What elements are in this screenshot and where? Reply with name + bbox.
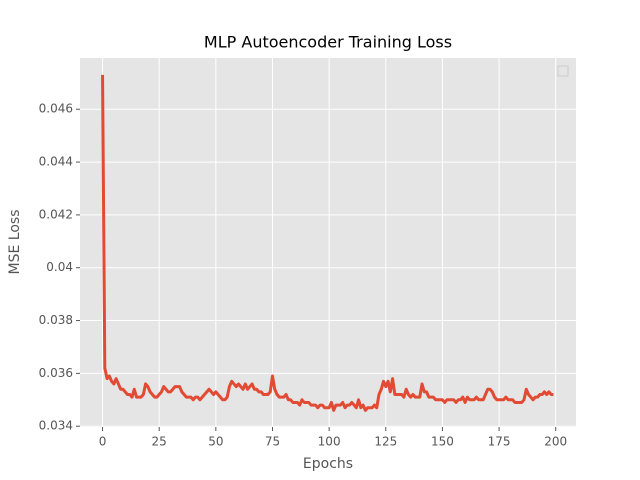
x-axis-label: Epochs (303, 456, 353, 472)
x-tick-label: 25 (152, 435, 167, 449)
grid (80, 58, 576, 427)
x-tick-label: 125 (374, 435, 397, 449)
x-tick-label: 100 (318, 435, 341, 449)
x-tick-label: 0 (99, 435, 107, 449)
x-tick-label: 150 (431, 435, 454, 449)
loss-line (101, 74, 554, 412)
x-tick-label: 175 (488, 435, 511, 449)
chart-title: MLP Autoencoder Training Loss (204, 33, 452, 52)
y-tick-label: 0.038 (39, 313, 73, 327)
plot-area (80, 58, 576, 427)
y-tick-label: 0.034 (39, 419, 73, 433)
x-tick-label: 50 (208, 435, 223, 449)
y-tick-label: 0.04 (46, 260, 73, 274)
legend-box (557, 65, 569, 77)
y-tick-label: 0.046 (39, 102, 73, 116)
x-tick-label: 75 (265, 435, 280, 449)
y-tick-label: 0.036 (39, 366, 73, 380)
y-axis-label: MSE Loss (7, 210, 23, 275)
x-tick-label: 200 (544, 435, 567, 449)
y-tick-label: 0.042 (39, 207, 73, 221)
y-tick-label: 0.044 (39, 155, 73, 169)
